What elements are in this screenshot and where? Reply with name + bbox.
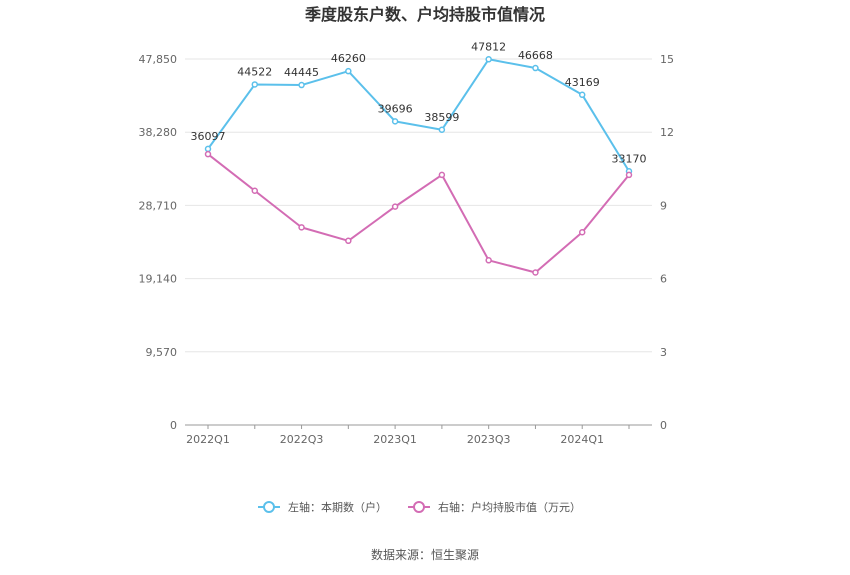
- data-point: [345, 237, 352, 245]
- y-right-tick-label: 3: [660, 346, 667, 359]
- data-point: [578, 91, 586, 99]
- legend-label: 左轴：本期数（户）: [288, 500, 387, 514]
- data-point: [625, 171, 633, 179]
- y-right-tick-label: 9: [660, 199, 667, 212]
- y-left-tick-label: 0: [170, 419, 177, 432]
- data-label: 33170: [612, 152, 647, 165]
- legend-swatch-marker: [413, 501, 425, 513]
- axis-layer: 0 9,570 19,140 28,710 38,280 47,850 0 3 6 9 12 15 20…: [139, 53, 675, 446]
- data-label: 43169: [565, 76, 600, 89]
- y-left-tick-label: 19,140: [139, 273, 178, 286]
- data-label: 39696: [378, 102, 413, 115]
- series-line: [207, 153, 630, 274]
- data-point: [251, 81, 259, 88]
- series-line: [207, 58, 630, 172]
- series-2: [204, 150, 633, 276]
- data-point: [578, 228, 586, 236]
- data-label: 38599: [424, 111, 459, 124]
- data-point: [391, 118, 399, 125]
- x-tick-label: 2024Q1: [560, 433, 604, 446]
- legend-label: 右轴：户均持股市值（万元）: [438, 500, 581, 514]
- data-point: [532, 269, 539, 276]
- y-right-tick-label: 6: [660, 273, 667, 286]
- y-right-tick-label: 0: [660, 419, 667, 432]
- data-label: 46260: [331, 52, 366, 65]
- y-left-tick-label: 28,710: [139, 199, 178, 212]
- y-right-tick-label: 12: [660, 126, 674, 139]
- data-label: 46668: [518, 49, 553, 62]
- data-point: [298, 224, 305, 231]
- y-left-tick-label: 9,570: [146, 346, 178, 359]
- data-label: 47812: [471, 40, 506, 53]
- y-left-tick-label: 38,280: [139, 126, 178, 139]
- data-label: 36097: [191, 130, 226, 143]
- legend-item-2: 右轴：户均持股市值（万元）: [408, 500, 581, 514]
- data-point: [485, 56, 492, 63]
- data-point: [251, 187, 259, 195]
- data-point: [485, 257, 492, 264]
- data-label: 44522: [237, 65, 272, 78]
- series-1: [204, 56, 633, 175]
- chart-title: 季度股东户数、户均持股市值情况: [304, 5, 545, 24]
- legend-item-1: 左轴：本期数（户）: [258, 500, 387, 514]
- legend: 左轴：本期数（户） 右轴：户均持股市值（万元）: [258, 500, 581, 514]
- data-point: [438, 171, 446, 179]
- y-right-tick-label: 15: [660, 53, 674, 66]
- data-point: [438, 126, 446, 134]
- series-layer: [204, 56, 633, 276]
- data-point: [345, 67, 352, 75]
- x-tick-label: 2022Q3: [280, 433, 324, 446]
- x-tick-label: 2022Q1: [186, 433, 230, 446]
- source-note: 数据来源：恒生聚源: [371, 547, 479, 562]
- data-point: [204, 150, 212, 158]
- grid-layer: [185, 58, 652, 353]
- x-tick-label: 2023Q3: [467, 433, 511, 446]
- data-point: [532, 64, 539, 72]
- x-tick-label: 2023Q1: [373, 433, 417, 446]
- data-label: 44445: [284, 66, 319, 79]
- data-point: [391, 203, 399, 210]
- legend-swatch-marker: [263, 501, 275, 513]
- data-point: [298, 81, 305, 89]
- y-left-tick-label: 47,850: [139, 53, 178, 66]
- data-point: [204, 145, 212, 153]
- data-label-layer: 36097 44522 44445 46260 39696 38599 47812 46668…: [191, 40, 647, 165]
